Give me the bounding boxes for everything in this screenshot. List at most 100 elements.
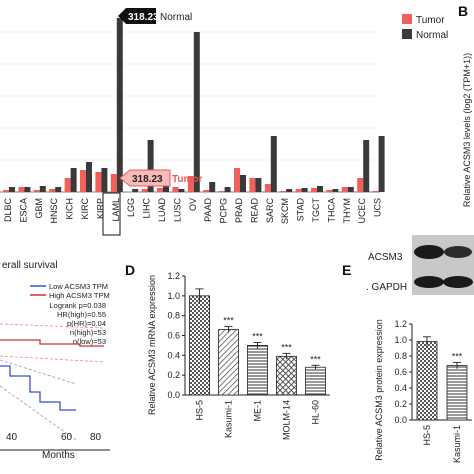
panel-label-b: B — [458, 3, 468, 19]
bar-normal-skcm — [286, 189, 293, 192]
bar-tumor-stad — [295, 189, 302, 192]
x-tick-label: MOLM-14 — [282, 400, 292, 440]
gridlines — [0, 31, 380, 193]
x-tick-label: THCA — [326, 198, 336, 223]
significance-mark: *** — [452, 351, 463, 361]
significance-mark: *** — [252, 331, 263, 341]
km-curve-low — [0, 365, 76, 411]
bar-normal-kirc — [86, 162, 92, 192]
panel-label-d: D — [125, 262, 135, 278]
km-ci-low-lower — [0, 385, 77, 441]
km-ci-low-upper — [0, 359, 77, 385]
km-legend: Low ACSM3 TPM High ACSM3 TPM — [30, 282, 110, 300]
side-axis-label: Relative ACSM3 levels (log2 (TPM+1)) — [462, 53, 472, 207]
bar-normal-pcpg — [224, 187, 231, 192]
bar-normal-sarc — [270, 136, 277, 192]
bar-tumor-kirp — [95, 172, 102, 192]
x-tick-label: Kasumi-1 — [224, 400, 234, 438]
x-tick-label: LUAD — [157, 198, 167, 223]
bar-tumor-kich — [64, 178, 71, 192]
x-tick-label: HNSC — [49, 198, 59, 224]
laml-highlight-box — [102, 192, 121, 236]
bar-normal-ov — [193, 32, 200, 192]
bar-normal-kich — [70, 168, 77, 192]
d-y-label: Relative ACSM3 mRNA expression — [147, 275, 157, 415]
legend: Tumor Normal — [402, 14, 448, 41]
blot-band-gapdh-hs5 — [414, 276, 444, 288]
annotation-tumor: 318.23 Tumor — [119, 169, 202, 187]
significance-mark: *** — [223, 316, 234, 326]
x-tick-label: KIRP — [95, 198, 105, 219]
bar-tumor-skcm — [280, 191, 287, 192]
bar-normal-dlbc — [9, 187, 15, 192]
bar-normal-lgg — [132, 189, 139, 192]
bar-normal-prad — [240, 175, 246, 192]
legend-label-tumor: Tumor — [416, 15, 445, 26]
km-x-tick: 40 — [6, 432, 18, 443]
bar-tumor-ucec — [357, 178, 364, 192]
y-tick-label: 0.2 — [394, 399, 407, 409]
x-tick-label: SKCM — [280, 198, 290, 224]
x-tick-label: STAD — [296, 198, 306, 222]
x-tick-label: TGCT — [311, 198, 321, 223]
bar-normal-laml — [116, 18, 123, 192]
blot-band-gapdh-kasumi — [443, 276, 473, 288]
legend-label-normal: Normal — [416, 30, 448, 41]
bar-tumor-prad — [234, 168, 240, 192]
annotation-normal-arrow — [118, 8, 156, 24]
bar-tumor-lihc — [141, 189, 148, 192]
bar-tumor-lusc — [172, 187, 179, 192]
x-tick-label: PRAD — [234, 198, 244, 224]
survival-title: erall survival — [2, 260, 58, 271]
y-tick-label: 0.4 — [167, 350, 180, 360]
e-axes: 0.0 0.2 0.4 0.6 0.8 1.0 1.2 — [394, 319, 472, 425]
bar-normal-thym — [347, 187, 354, 192]
bar-normal-lusc — [178, 189, 185, 192]
x-tick-label: SARC — [265, 198, 275, 224]
blot-band-acsm3-hs5 — [414, 245, 444, 259]
x-tick-label: LIHC — [142, 198, 152, 219]
x-tick-label: READ — [249, 198, 259, 224]
x-tick-label: GBM — [34, 198, 44, 219]
y-tick-label: 0.8 — [167, 311, 180, 321]
bar-normal-paad — [209, 182, 216, 192]
annotation-normal: 318.23 Normal — [118, 8, 192, 24]
y-tick-label: 0.8 — [394, 351, 407, 361]
bar-normal-esca — [24, 187, 31, 192]
bar-hl-60 — [305, 366, 326, 396]
x-tick-label: UCS — [373, 198, 383, 217]
bar-normal-kirp — [101, 168, 108, 192]
bar-tumor-dlbc — [3, 190, 9, 192]
km-legend-low: Low ACSM3 TPM — [49, 282, 108, 291]
km-x-tick: 80 — [90, 432, 102, 443]
bar-tumor-sarc — [264, 184, 271, 192]
protein-expression-panel: E ACSM3 . GAPDH 0.0 0.2 0.4 0.6 0.8 1.0 1.2 HS… — [342, 235, 474, 463]
bar-tumor-gbm — [33, 190, 40, 192]
x-tick-label: ESCA — [18, 198, 28, 223]
bar-normal-hnsc — [55, 187, 62, 192]
bar-tumor-ucs — [372, 191, 379, 192]
bar-hs-5 — [416, 341, 438, 421]
km-stat: Logrank p=0.038 — [49, 301, 106, 310]
x-tick-label: DLBC — [3, 198, 13, 223]
km-legend-high: High ACSM3 TPM — [49, 291, 110, 300]
bar-normal-ucs — [378, 136, 385, 192]
x-tick-label: KICH — [65, 198, 75, 220]
bar-tumor-hnsc — [49, 189, 56, 192]
bar-normal-lihc — [147, 140, 154, 192]
x-tick-labels: DLBC ESCA GBM HNSC KICH KIRC KIRP LAML LGG LIHC LU… — [3, 198, 383, 225]
x-tick-label: LGG — [126, 198, 136, 217]
x-tick-label: HL-60 — [311, 400, 321, 425]
annotation-normal-label: Normal — [160, 12, 192, 23]
bar-tumor-laml — [110, 174, 117, 192]
bar-normal-thca — [332, 189, 339, 192]
x-tick-label: LUSC — [172, 198, 182, 223]
e-bars: HS-5 *** Kasumi-1 — [416, 336, 468, 463]
km-curve-high — [0, 339, 104, 347]
x-tick-label: PAAD — [203, 198, 213, 222]
legend-swatch-tumor — [402, 14, 412, 24]
bar-tumor-luad — [157, 188, 163, 192]
x-tick-label: PCPG — [219, 198, 229, 224]
bar-normal-tgct — [317, 186, 323, 192]
